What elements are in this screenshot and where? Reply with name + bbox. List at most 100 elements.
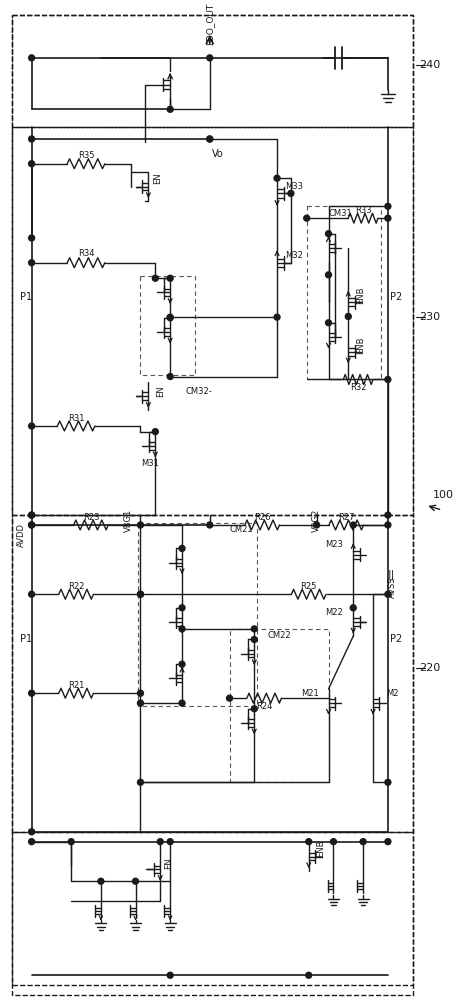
Circle shape — [207, 55, 213, 61]
Text: R22: R22 — [68, 582, 85, 591]
Text: Vo: Vo — [212, 149, 223, 159]
Circle shape — [345, 313, 351, 319]
Circle shape — [29, 839, 35, 845]
Circle shape — [157, 839, 163, 845]
Circle shape — [288, 190, 294, 196]
Text: R26: R26 — [254, 513, 271, 522]
Circle shape — [306, 972, 312, 978]
Text: ENB: ENB — [356, 287, 365, 304]
Circle shape — [29, 522, 35, 528]
Circle shape — [227, 695, 233, 701]
Circle shape — [207, 136, 213, 142]
Text: R23: R23 — [83, 513, 99, 522]
Circle shape — [251, 626, 257, 632]
Bar — [138, 523, 257, 706]
Text: CM21: CM21 — [229, 525, 253, 534]
Text: R34: R34 — [78, 249, 94, 258]
Circle shape — [138, 700, 143, 706]
Text: CM32-: CM32- — [185, 387, 212, 396]
Text: M23: M23 — [325, 540, 343, 549]
Text: R32: R32 — [350, 383, 367, 392]
Circle shape — [306, 839, 312, 845]
Circle shape — [330, 839, 336, 845]
Bar — [12, 15, 413, 127]
Circle shape — [207, 136, 213, 142]
Circle shape — [138, 690, 143, 696]
Text: ENB: ENB — [316, 840, 325, 857]
Circle shape — [152, 275, 158, 281]
Text: 220: 220 — [419, 663, 440, 673]
Circle shape — [29, 591, 35, 597]
Circle shape — [138, 522, 143, 528]
Bar — [307, 206, 381, 379]
Text: P1: P1 — [20, 292, 32, 302]
Circle shape — [98, 878, 104, 884]
Text: R21: R21 — [68, 681, 85, 690]
Circle shape — [29, 235, 35, 241]
Bar — [12, 515, 413, 832]
Text: M21: M21 — [301, 689, 319, 698]
Circle shape — [138, 591, 143, 597]
Text: LDO_OUT: LDO_OUT — [205, 3, 214, 45]
Circle shape — [138, 591, 143, 597]
Text: AVSS: AVSS — [388, 577, 397, 598]
Circle shape — [167, 314, 173, 320]
Circle shape — [385, 522, 391, 528]
Text: M2: M2 — [386, 689, 399, 698]
Circle shape — [167, 374, 173, 379]
Circle shape — [304, 215, 310, 221]
Circle shape — [29, 512, 35, 518]
Circle shape — [167, 972, 173, 978]
Circle shape — [274, 175, 280, 181]
Text: EN: EN — [156, 386, 165, 397]
Circle shape — [179, 626, 185, 632]
Circle shape — [29, 512, 35, 518]
Circle shape — [152, 429, 158, 435]
Text: P2: P2 — [390, 634, 402, 644]
Circle shape — [385, 591, 391, 597]
Circle shape — [251, 706, 257, 712]
Circle shape — [29, 260, 35, 266]
Text: M32: M32 — [285, 251, 303, 260]
Circle shape — [29, 136, 35, 142]
Text: ||: || — [388, 569, 395, 580]
Text: VBG1: VBG1 — [123, 508, 133, 532]
Text: M33: M33 — [285, 182, 303, 191]
Circle shape — [167, 839, 173, 845]
Text: CM31: CM31 — [329, 209, 352, 218]
Circle shape — [385, 839, 391, 845]
Circle shape — [179, 545, 185, 551]
Text: CM22: CM22 — [267, 631, 291, 640]
Circle shape — [29, 161, 35, 167]
Text: EN: EN — [153, 173, 162, 184]
Circle shape — [325, 320, 331, 326]
Text: VBG2: VBG2 — [312, 508, 321, 532]
Circle shape — [385, 203, 391, 209]
Circle shape — [385, 779, 391, 785]
Text: R27: R27 — [338, 513, 355, 522]
Circle shape — [325, 272, 331, 278]
Circle shape — [29, 55, 35, 61]
Circle shape — [167, 275, 173, 281]
Circle shape — [29, 690, 35, 696]
Circle shape — [251, 636, 257, 642]
Circle shape — [385, 215, 391, 221]
Circle shape — [138, 779, 143, 785]
Text: EN: EN — [164, 858, 173, 869]
Text: R25: R25 — [301, 582, 317, 591]
Circle shape — [167, 315, 173, 321]
Circle shape — [167, 106, 173, 112]
Text: M22: M22 — [325, 608, 343, 617]
Bar — [229, 629, 329, 782]
Circle shape — [68, 839, 74, 845]
Circle shape — [385, 512, 391, 518]
Circle shape — [29, 522, 35, 528]
Circle shape — [179, 605, 185, 611]
Circle shape — [179, 661, 185, 667]
Text: R33: R33 — [355, 206, 372, 215]
Text: R35: R35 — [78, 151, 94, 160]
Circle shape — [325, 231, 331, 237]
Text: P1: P1 — [20, 634, 32, 644]
Circle shape — [350, 605, 356, 611]
Text: 230: 230 — [419, 312, 440, 322]
